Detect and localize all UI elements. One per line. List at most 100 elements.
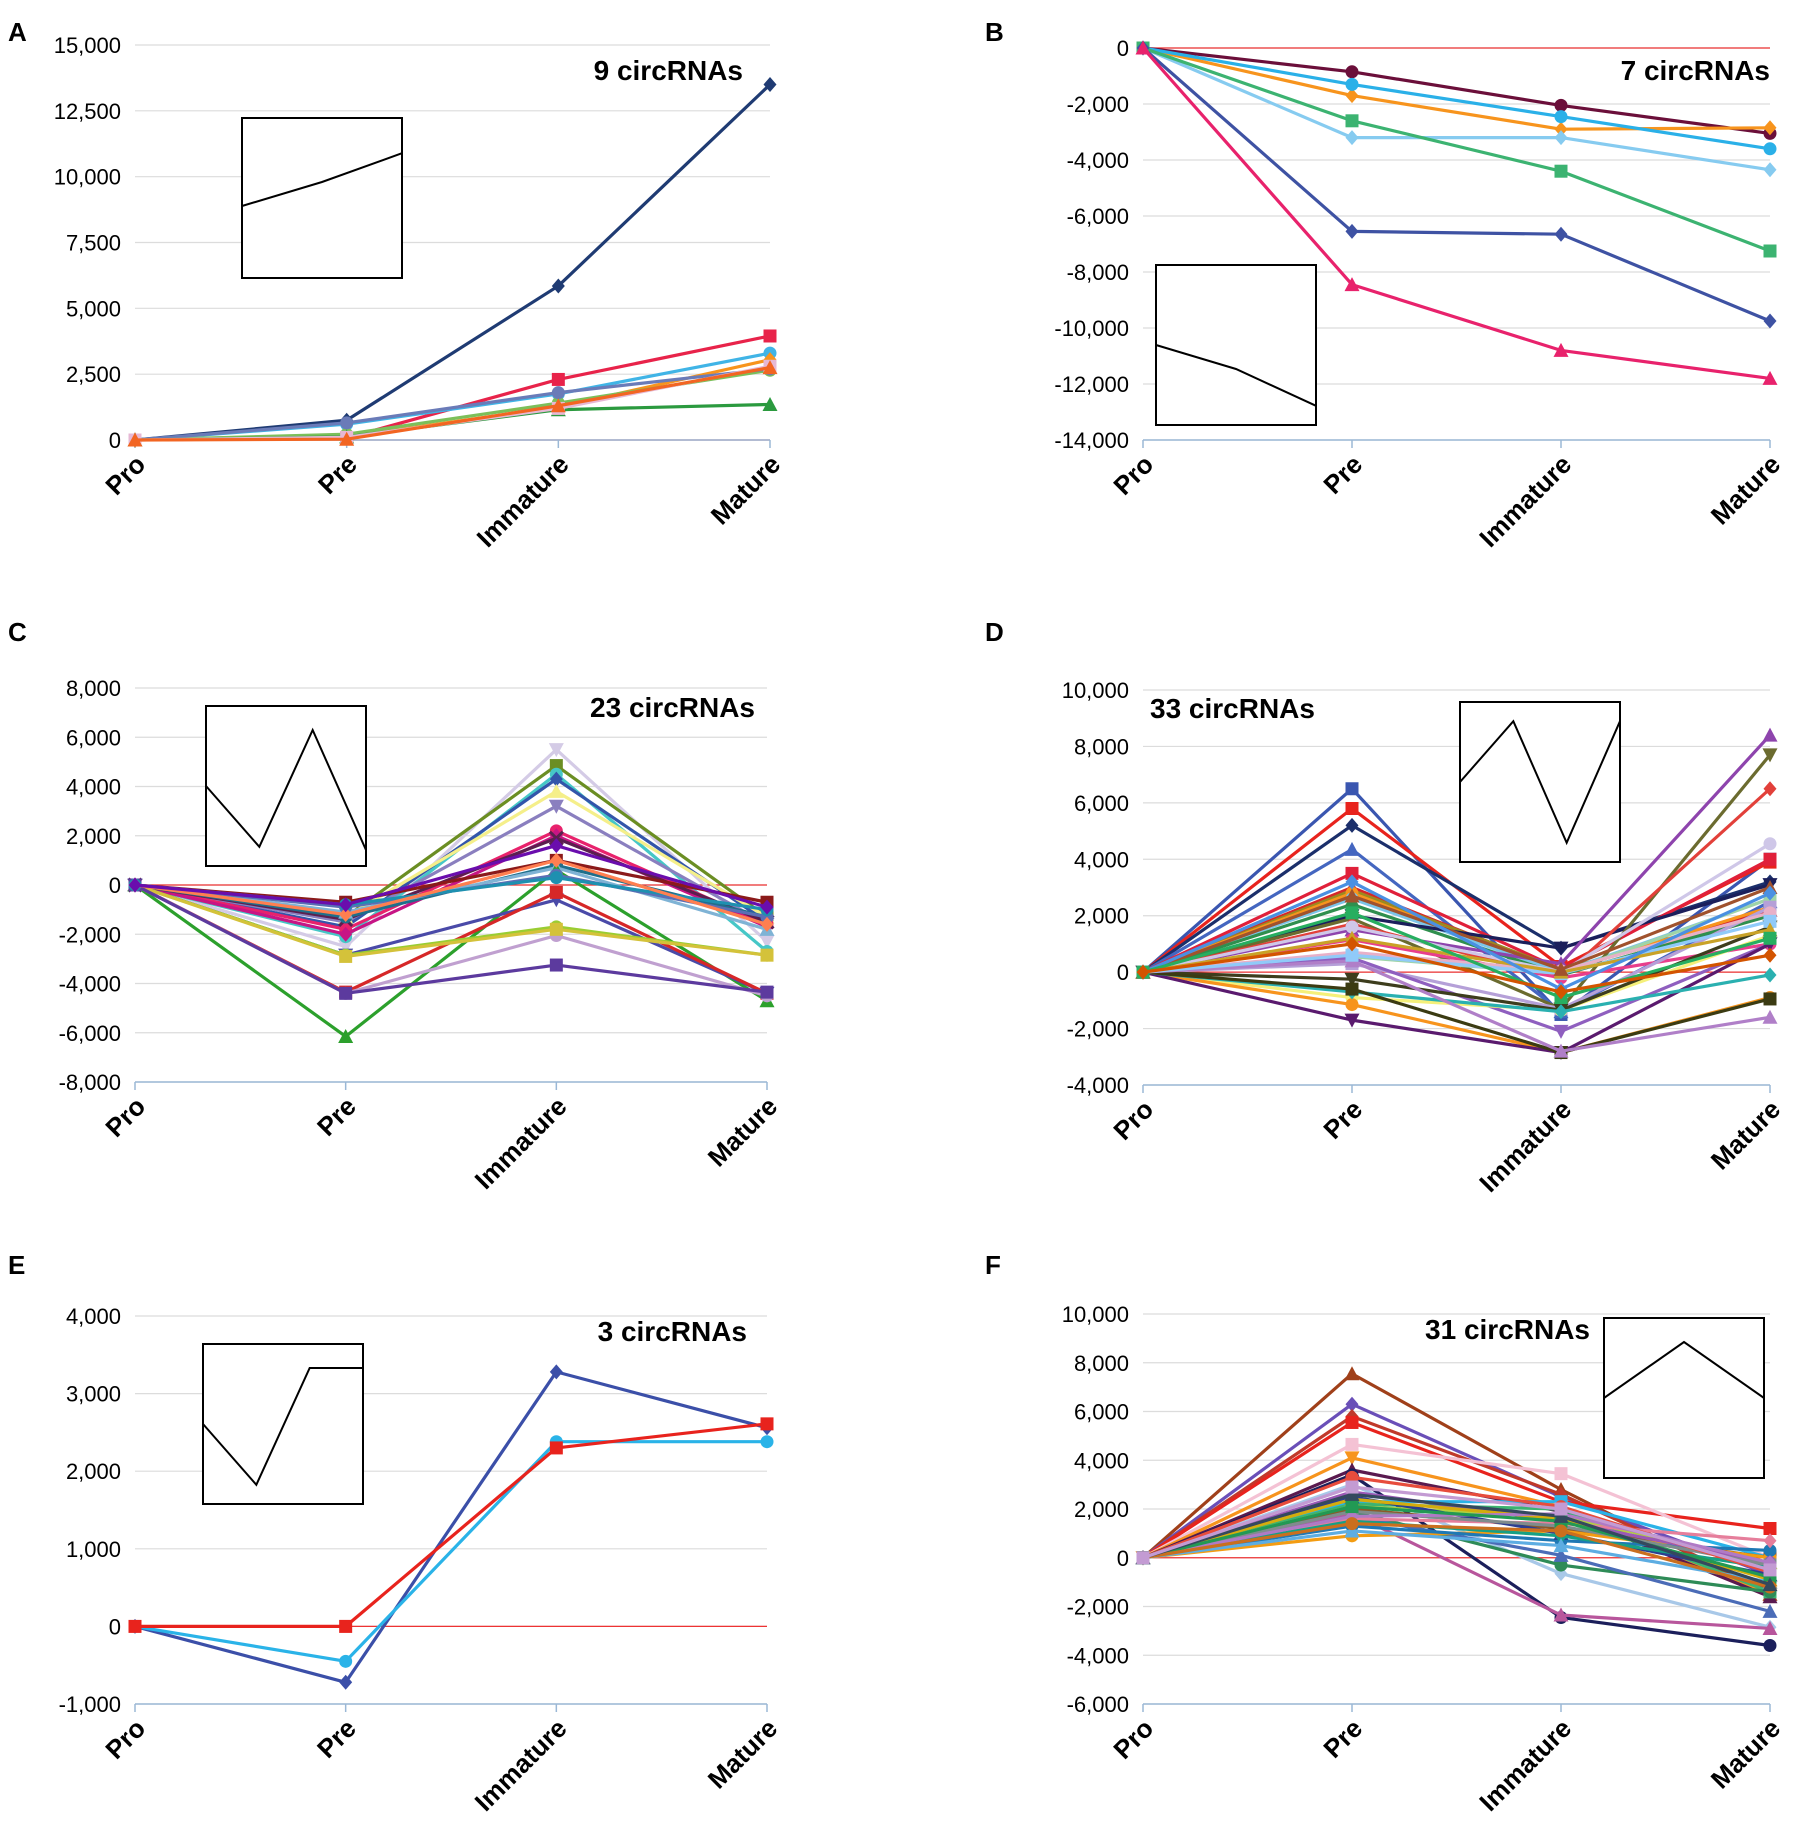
y-tick-label: -1,000 [59,1692,121,1717]
data-point [1136,1551,1150,1565]
panel-label: A [8,17,27,47]
panel-label: C [8,617,27,647]
data-point [1763,885,1777,901]
series-line [1142,1492,1771,1587]
chart-title: 23 circRNAs [590,692,755,723]
data-point [1344,1523,1360,1538]
profile-inset-line [1603,1340,1765,1399]
x-tick-label: Mature [705,449,786,530]
data-point [1345,1437,1359,1451]
data-point [1345,782,1359,796]
y-tick-label: 2,000 [1074,1497,1129,1522]
data-point [549,771,563,787]
data-point [760,916,774,932]
data-point [1553,961,1569,976]
data-point [1345,1415,1359,1429]
x-tick-label: Pro [99,449,151,501]
x-tick-label: Pro [1107,1094,1159,1146]
profile-inset-box [1603,1317,1765,1479]
series-line [134,858,768,926]
data-point [340,416,354,430]
data-point [339,949,353,963]
y-tick-label: -6,000 [1067,204,1129,229]
data-point [549,871,563,885]
y-tick-label: -14,000 [1054,428,1129,453]
data-point [1344,1451,1360,1466]
data-point [128,1619,142,1633]
y-tick-label: 0 [1117,1546,1129,1571]
series-line [134,367,771,442]
panel-label: E [8,1250,25,1280]
data-point [1345,65,1359,79]
y-tick-label: 10,000 [54,165,121,190]
x-tick-label: Pre [312,449,363,500]
y-tick-label: 0 [1117,960,1129,985]
data-point [339,431,355,446]
profile-inset-line [205,727,367,851]
series-line [1142,942,1771,994]
y-tick-label: -2,000 [1067,1017,1129,1042]
series-line [1142,942,1771,1055]
y-tick-label: 2,000 [66,1459,121,1484]
x-tick-label: Pre [311,1091,362,1142]
y-tick-label: 0 [109,1614,121,1639]
panel-f: F 10,000 8,000 6,000 4,000 2,000 0 -2,000 -4,000… [985,1250,1786,1817]
data-point [1763,914,1777,928]
data-point [1762,1620,1778,1635]
y-tick-label: -6,000 [59,1021,121,1046]
data-point [128,877,142,893]
data-point [1345,114,1359,128]
series-line [134,366,771,442]
profile-inset-line [1155,344,1317,407]
x-tick-label: Pro [1107,449,1159,501]
data-point [1763,837,1777,851]
y-tick-label: -10,000 [1054,316,1129,341]
data-point [1762,1009,1778,1024]
data-point [1345,817,1359,833]
data-point [550,398,566,413]
series-line [134,351,771,442]
x-tick-label: Immature [1473,449,1577,553]
y-tick-label: 4,000 [66,775,121,800]
data-point [1554,226,1568,242]
series-line [1142,886,1771,974]
y-tick-label: 5,000 [66,296,121,321]
data-point [1554,1524,1568,1538]
series-line [134,883,768,995]
data-point [339,897,353,913]
series-line [1141,46,1771,323]
y-tick-label: -2,000 [1067,1595,1129,1620]
series-line [134,1440,767,1663]
chart-title: 33 circRNAs [1150,693,1315,724]
series-line [1142,46,1771,151]
y-tick-label: -2,000 [1067,92,1129,117]
x-tick-label: Immature [471,449,575,553]
data-point [339,1654,353,1668]
series-line [135,1422,768,1629]
y-tick-label: -4,000 [1067,148,1129,173]
data-point [1763,852,1777,866]
data-point [1345,1480,1359,1494]
x-tick-label: Mature [702,1713,783,1794]
data-point [1554,1004,1568,1020]
data-point [1763,967,1777,983]
data-point [1345,77,1359,91]
y-tick-label: 2,000 [1074,904,1129,929]
data-point [1763,1639,1777,1652]
data-point [1763,947,1777,963]
data-point [1345,998,1359,1012]
data-point [551,278,565,294]
data-point [1763,120,1777,136]
data-point [1345,936,1359,952]
data-point [549,922,563,936]
data-point [339,926,353,942]
y-tick-label: 4,000 [66,1304,121,1329]
series-line [134,1370,768,1684]
data-point [1345,130,1359,146]
data-point [1345,948,1359,962]
panel-d: D 10,000 8,000 6,000 4,000 2,000 0 -2,000 -4,000… [985,617,1786,1198]
data-point [1762,727,1778,742]
data-point [1554,98,1568,112]
panel-label: B [985,17,1004,47]
